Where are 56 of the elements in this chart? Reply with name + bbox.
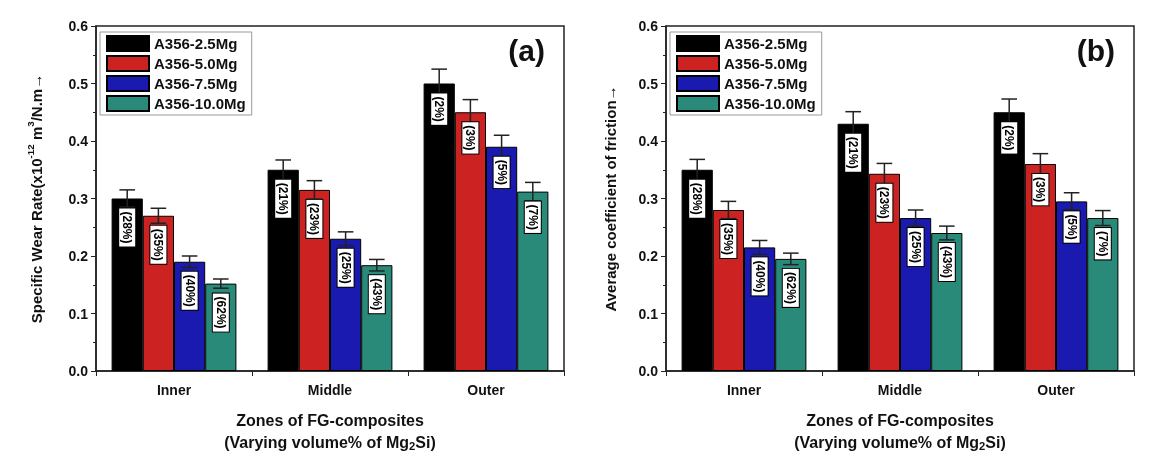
annotation: (62%) [213,296,228,329]
y-tick-label: 0.6 [68,18,89,34]
annotation: (28%) [690,182,705,215]
annotation: (40%) [752,260,767,293]
y-tick-label: 0.3 [638,190,659,207]
annotation: (21%) [846,136,861,169]
annotation: (7%) [525,204,540,230]
x-tick-label: Inner [726,382,762,398]
y-tick-label: 0.5 [638,75,659,92]
annotation: (3%) [463,125,478,151]
annotation: (43%) [369,278,384,311]
y-tick-label: 0.1 [68,305,89,322]
annotation: (5%) [494,159,509,186]
y-tick-label: 0.1 [638,305,659,322]
legend-label: A356-5.0Mg [154,55,238,72]
x-tick-label: Middle [877,382,923,398]
y-tick-label: 0.2 [638,248,659,264]
y-tick-label: 0.6 [638,18,659,34]
legend-label: A356-2.5Mg [724,35,808,52]
y-tick-label: 0.0 [68,363,89,379]
annotation: (28%) [120,211,135,244]
y-tick-label: 0.4 [638,133,659,149]
annotation: (2%) [1002,125,1017,151]
legend-label: A356-10.0Mg [724,95,816,112]
annotation: (25%) [338,251,353,284]
annotation: (3%) [1033,177,1048,203]
annotation: (7%) [1095,231,1110,257]
legend-label: A356-10.0Mg [154,95,246,112]
x-tick-label: Outer [1037,382,1076,398]
annotation: (35%) [151,228,166,261]
legend-label: A356-5.0Mg [724,55,808,72]
legend-label: A356-7.5Mg [724,75,808,92]
x-tick-label: Inner [156,382,192,398]
y-axis-title: Average coefficient of friction→ [602,85,619,312]
annotation: (62%) [783,271,798,304]
y-tick-label: 0.4 [68,133,89,149]
chart-title: (b) [1076,33,1116,67]
x-tick-label: Outer [467,382,506,398]
annotation: (25%) [908,231,923,264]
chart-title: (a) [508,33,546,67]
annotation: (5%) [1064,214,1079,240]
legend-label: A356-7.5Mg [154,75,238,92]
y-axis-title: Specific Wear Rate(x10-12 m3/N.m→ [25,73,46,324]
annotation: (35%) [721,223,736,256]
annotation: (23%) [307,202,322,235]
annotation: (21%) [276,182,291,215]
annotation: (43%) [939,246,954,279]
annotation: (23%) [877,186,892,219]
y-tick-label: 0.2 [68,248,89,264]
y-tick-label: 0.0 [638,363,659,379]
x-tick-label: Middle [307,382,353,398]
annotation: (40%) [182,274,197,307]
y-tick-label: 0.3 [68,190,89,207]
legend-label: A356-2.5Mg [154,35,238,52]
annotation: (2%) [432,96,447,122]
y-tick-label: 0.5 [68,75,89,92]
